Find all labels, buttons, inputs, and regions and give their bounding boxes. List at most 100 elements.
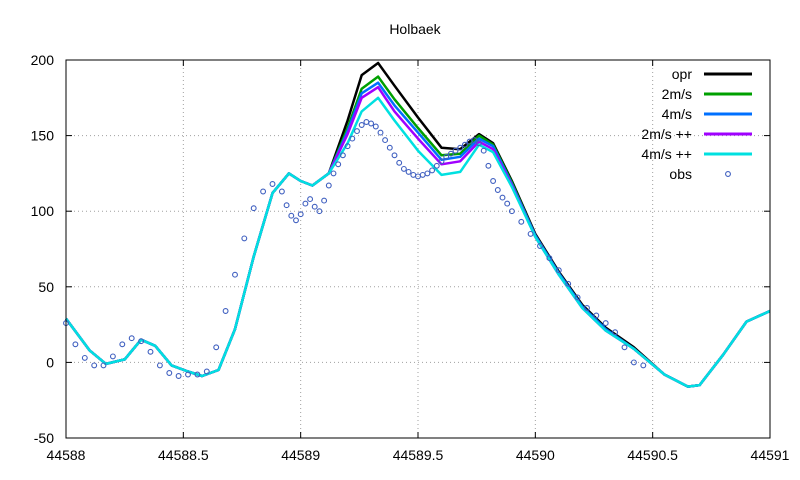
axis-ticks: 44588 44588.5 44589 44589.5 44590 44590.5 4459…: [31, 52, 790, 463]
obs-point: [410, 171, 417, 178]
obs-point: [391, 152, 398, 159]
obs-point: [72, 341, 79, 348]
legend-label: 2m/s ++: [641, 126, 692, 142]
obs-point: [185, 371, 191, 378]
obs-point: [565, 280, 572, 287]
obs-point: [584, 305, 590, 311]
x-tick-label: 44590.5: [627, 447, 678, 463]
obs-point: [119, 341, 126, 348]
legend: opr 2m/s 4m/s 2m/s ++ 4m/s ++ obs: [641, 66, 752, 182]
obs-point: [316, 208, 323, 215]
obs-point: [640, 362, 647, 369]
y-tick-label: 150: [31, 128, 55, 144]
obs-point: [518, 218, 525, 225]
obs-point: [593, 312, 600, 319]
obs-point: [260, 188, 267, 195]
obs-point: [307, 196, 314, 203]
obs-point: [278, 188, 285, 195]
obs-point: [283, 202, 290, 209]
obs-point: [424, 170, 431, 177]
obs-point: [325, 182, 332, 189]
obs-point: [485, 162, 492, 169]
obs-point: [330, 170, 337, 177]
y-tick-label: 50: [38, 279, 54, 295]
legend-label: 2m/s: [662, 86, 692, 102]
obs-point: [396, 159, 403, 166]
obs-point: [321, 197, 328, 204]
obs-point: [302, 200, 309, 207]
x-tick-label: 44591: [751, 447, 790, 463]
obs-point: [602, 320, 609, 327]
obs-point: [194, 371, 201, 378]
obs-point: [405, 168, 412, 175]
legend-label: obs: [669, 166, 692, 182]
obs-point: [504, 200, 511, 207]
obs-point: [382, 137, 389, 144]
obs-point: [377, 129, 384, 136]
obs-point: [288, 212, 295, 219]
obs-point: [480, 147, 487, 154]
obs-point: [555, 267, 562, 274]
series-line-4m-s: [64, 96, 771, 388]
x-tick-label: 44589: [281, 447, 320, 463]
obs-point: [311, 203, 318, 210]
obs-point: [537, 243, 543, 249]
obs-point: [128, 335, 135, 342]
x-tick-label: 44590: [516, 447, 555, 463]
obs-point: [203, 368, 210, 375]
obs-point: [494, 187, 501, 193]
obs-point: [349, 135, 356, 142]
obs-point: [241, 235, 248, 242]
obs-point: [156, 362, 163, 369]
obs-point: [213, 344, 220, 351]
y-tick-label: -50: [34, 430, 54, 446]
chart-title: Holbaek: [389, 21, 441, 37]
y-tick-label: 200: [31, 52, 55, 68]
plot-area: [63, 61, 771, 388]
obs-point: [386, 144, 393, 151]
x-tick-label: 44588.5: [158, 447, 209, 463]
obs-point: [344, 143, 351, 150]
obs-point: [471, 137, 478, 144]
obs-point: [527, 230, 534, 237]
obs-point: [354, 128, 360, 135]
obs-point: [368, 120, 375, 127]
obs-point: [358, 122, 365, 128]
obs-point: [476, 140, 482, 147]
obs-point: [630, 359, 637, 366]
obs-point: [447, 150, 454, 157]
obs-point: [100, 362, 107, 369]
obs-point: [222, 308, 229, 314]
obs-point: [429, 167, 436, 174]
obs-point: [457, 144, 464, 151]
obs-point: [612, 329, 619, 336]
legend-marker: [725, 171, 731, 177]
obs-point: [147, 348, 154, 355]
obs-point: [363, 119, 370, 125]
obs-point: [250, 205, 257, 212]
y-tick-label: 100: [31, 203, 55, 219]
obs-point: [438, 158, 445, 165]
obs-point: [109, 353, 116, 360]
plot-frame: [65, 59, 771, 439]
obs-point: [546, 255, 553, 262]
obs-point: [335, 161, 342, 168]
obs-point: [621, 344, 628, 351]
obs-point: [490, 178, 497, 184]
obs-point: [91, 362, 98, 369]
obs-point: [400, 165, 407, 172]
obs-point: [419, 171, 426, 178]
legend-label: 4m/s ++: [641, 146, 692, 162]
series-obs: [63, 119, 647, 379]
obs-point: [339, 152, 346, 159]
legend-label: 4m/s: [662, 106, 692, 122]
obs-point: [499, 194, 506, 201]
obs-point: [138, 338, 145, 345]
legend-label: opr: [672, 66, 693, 82]
x-tick-label: 44588: [47, 447, 86, 463]
obs-point: [293, 217, 299, 224]
obs-point: [452, 147, 459, 154]
y-tick-label: 0: [46, 354, 54, 370]
obs-point: [297, 211, 304, 218]
